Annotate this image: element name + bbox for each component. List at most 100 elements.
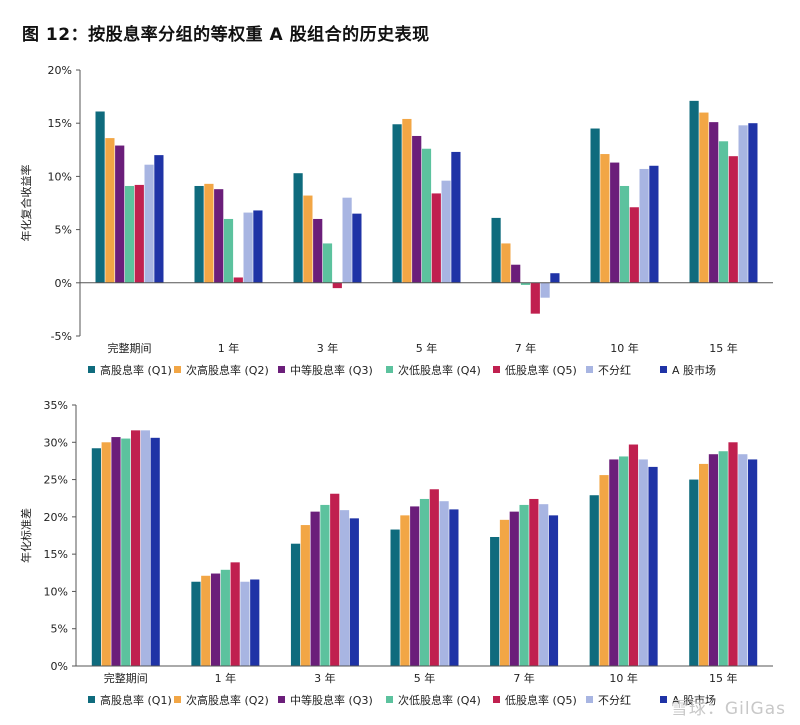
legend-swatch xyxy=(493,366,500,373)
bar xyxy=(708,454,719,666)
legend-label: 中等股息率 (Q3) xyxy=(290,693,373,707)
legend-swatch xyxy=(88,366,95,373)
bar xyxy=(140,430,150,666)
y-tick-label: 5% xyxy=(51,623,68,636)
bar xyxy=(490,536,500,666)
watermark: 雪球：GilGas xyxy=(670,699,786,719)
y-tick-label: 10% xyxy=(44,585,68,598)
y-axis-label: 年化标准差 xyxy=(19,508,33,563)
bar xyxy=(728,442,738,666)
bar xyxy=(520,282,531,285)
bar xyxy=(629,207,639,283)
bar xyxy=(451,151,461,283)
bar xyxy=(240,581,250,666)
bar xyxy=(590,128,600,283)
bar xyxy=(548,515,559,666)
y-tick-label: 15% xyxy=(48,117,72,130)
legend-label: 次高股息率 (Q2) xyxy=(186,693,269,707)
bar xyxy=(95,111,105,283)
x-tick-label: 1 年 xyxy=(215,671,237,685)
bar xyxy=(349,518,359,666)
bar xyxy=(402,118,412,283)
bar xyxy=(421,148,432,283)
x-tick-label: 7 年 xyxy=(515,341,537,355)
bar xyxy=(540,282,550,298)
bar xyxy=(501,243,511,283)
bar xyxy=(419,498,430,666)
bar xyxy=(392,124,402,283)
legend-swatch xyxy=(586,696,593,703)
legend-label: 次低股息率 (Q4) xyxy=(398,693,481,707)
bar xyxy=(330,493,340,666)
bar xyxy=(293,173,303,283)
y-axis-label: 年化复合收益率 xyxy=(19,165,33,242)
bar xyxy=(201,575,211,666)
bar xyxy=(491,217,501,283)
legend-swatch xyxy=(386,366,393,373)
legend-swatch xyxy=(386,696,393,703)
bar xyxy=(150,437,160,666)
bar xyxy=(748,123,758,283)
bar xyxy=(220,569,230,666)
bar xyxy=(449,509,459,666)
bar xyxy=(134,184,144,283)
bar xyxy=(410,506,420,666)
bar xyxy=(342,197,352,283)
x-tick-label: 7 年 xyxy=(513,671,535,685)
x-tick-label: 5 年 xyxy=(416,341,438,355)
bar xyxy=(290,543,301,666)
bar xyxy=(599,475,609,666)
bar xyxy=(529,498,539,666)
bar xyxy=(322,243,333,283)
x-tick-label: 15 年 xyxy=(709,671,738,685)
bar xyxy=(728,156,738,283)
legend-label: 不分红 xyxy=(598,694,631,707)
bar xyxy=(431,193,441,283)
bar xyxy=(530,282,540,314)
bar xyxy=(111,437,121,666)
bar xyxy=(124,185,135,283)
bar xyxy=(233,277,243,283)
x-tick-label: 完整期间 xyxy=(104,671,148,685)
bar xyxy=(332,282,342,289)
legend-swatch xyxy=(586,366,593,373)
bar xyxy=(619,185,630,283)
bar xyxy=(738,454,748,666)
bar xyxy=(609,459,619,666)
bar xyxy=(589,495,599,666)
bar xyxy=(429,489,439,666)
legend-swatch xyxy=(174,366,181,373)
legend-label: 次低股息率 (Q4) xyxy=(398,363,481,377)
y-tick-label: 10% xyxy=(48,170,72,183)
bar xyxy=(699,463,709,666)
bar xyxy=(718,141,729,283)
bar xyxy=(101,442,111,666)
bar xyxy=(689,479,699,666)
legend-swatch xyxy=(660,696,667,703)
legend-swatch xyxy=(493,696,500,703)
bar xyxy=(400,515,410,666)
legend-label: 低股息率 (Q5) xyxy=(505,363,577,377)
bar xyxy=(539,504,549,666)
bar xyxy=(519,504,529,666)
legend-label: A 股市场 xyxy=(672,363,716,377)
legend-label: 低股息率 (Q5) xyxy=(505,693,577,707)
bar xyxy=(412,135,422,283)
x-tick-label: 15 年 xyxy=(709,341,738,355)
y-tick-label: 30% xyxy=(44,436,68,449)
bar xyxy=(648,466,658,666)
bar xyxy=(310,511,320,666)
legend-swatch xyxy=(278,696,285,703)
bar xyxy=(300,525,310,666)
figure-title: 图 12：按股息率分组的等权重 A 股组合的历史表现 xyxy=(22,25,430,45)
bar xyxy=(628,444,639,666)
bar xyxy=(699,112,709,283)
legend-swatch xyxy=(660,366,667,373)
legend-label: A 股市场 xyxy=(672,693,716,707)
bar xyxy=(550,273,560,283)
x-tick-label: 10 年 xyxy=(609,671,638,685)
bar xyxy=(210,573,221,666)
bar xyxy=(709,122,719,283)
bar xyxy=(91,448,101,666)
legend-label: 中等股息率 (Q3) xyxy=(290,363,373,377)
